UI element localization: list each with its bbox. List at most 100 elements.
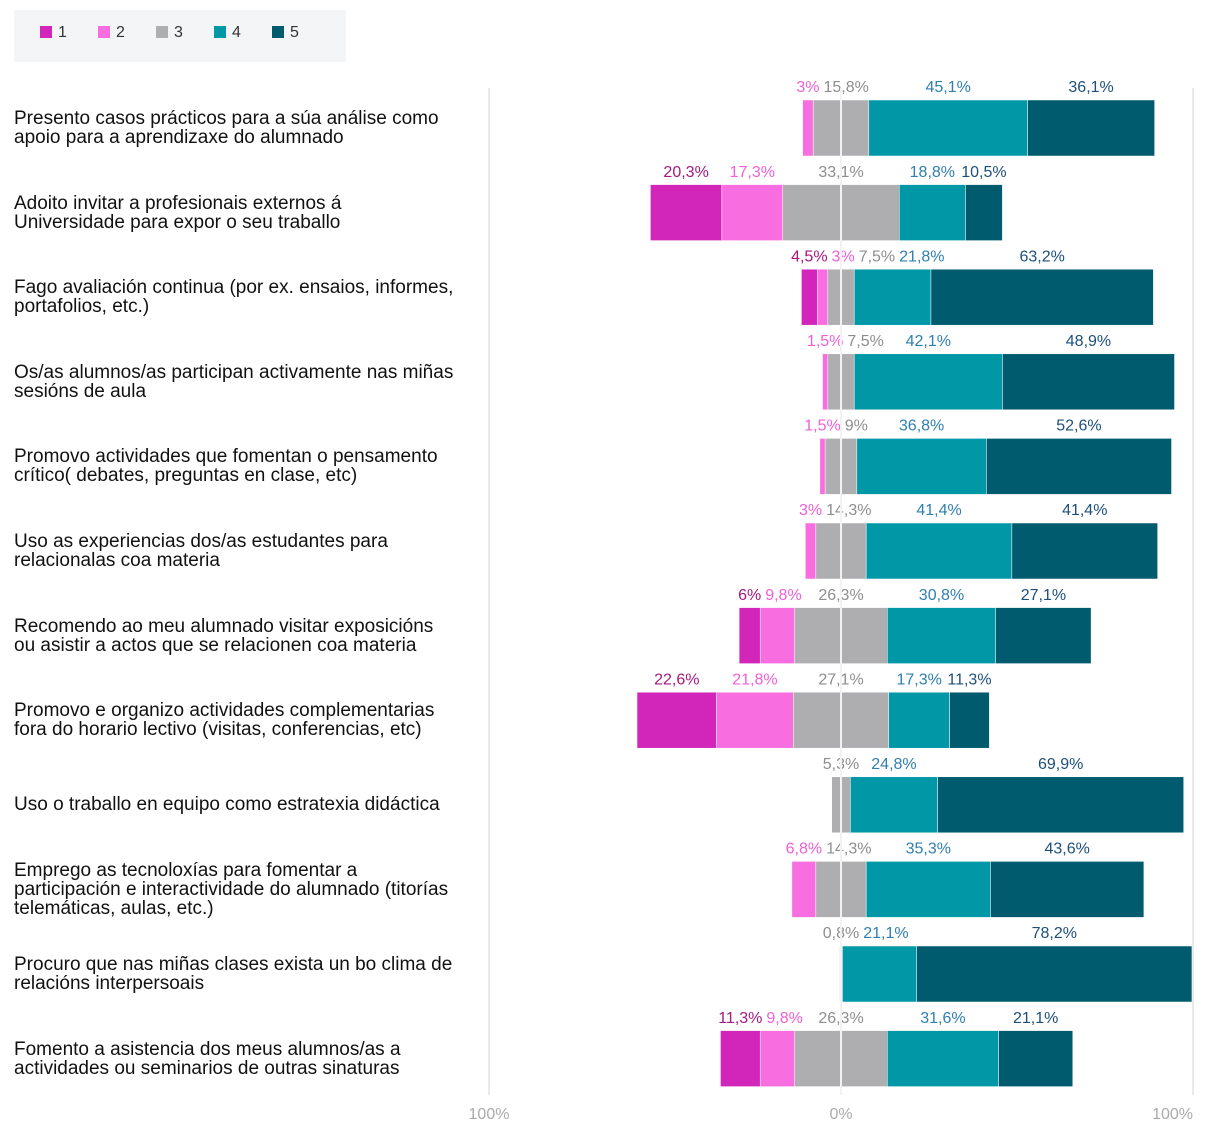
value-label: 17,3% [730, 164, 775, 181]
category-label: Presento casos prácticos para a súa anál… [14, 108, 439, 148]
legend-swatch [272, 26, 284, 38]
bar-segment [853, 268, 932, 326]
legend-label: 4 [232, 24, 241, 41]
bar-segment [1027, 99, 1155, 157]
value-label: 3% [832, 248, 855, 265]
category-label: Promovo e organizo actividades complemen… [14, 700, 435, 741]
legend-box [14, 10, 346, 62]
bar-segment [887, 1030, 999, 1087]
bar-segment [937, 776, 1184, 834]
bar-segment [949, 691, 990, 749]
category-label: Uso as experiencias dos/as estudantes pa… [14, 531, 388, 571]
value-label: 48,9% [1066, 333, 1111, 350]
legend-label: 5 [290, 24, 299, 41]
value-label: 18,8% [910, 164, 955, 181]
value-label: 69,9% [1038, 756, 1083, 773]
category-label: Uso o traballo en equipo como estratexia… [14, 794, 440, 816]
value-label: 31,6% [920, 1010, 965, 1027]
bar-segment [887, 607, 996, 664]
legend-swatch [156, 26, 168, 38]
bar-segment [998, 1030, 1074, 1087]
value-label: 6,8% [786, 841, 822, 858]
value-label: 1,5% [804, 418, 840, 435]
value-label: 35,3% [906, 841, 951, 858]
value-label: 14,3% [826, 502, 871, 519]
bar-segment [856, 438, 987, 495]
category-label: Adoito invitar a profesionais externos á… [14, 192, 342, 233]
bar-segment [842, 945, 917, 1003]
bar-segment [853, 353, 1003, 411]
bar-segment [822, 353, 829, 411]
value-label: 9% [845, 418, 868, 435]
value-label: 10,5% [961, 164, 1006, 181]
value-label: 20,3% [663, 164, 708, 181]
value-label: 6% [738, 587, 761, 604]
value-label: 41,4% [1062, 502, 1107, 519]
legend-label: 3 [174, 24, 183, 41]
value-label: 42,1% [906, 333, 951, 350]
value-label: 17,3% [896, 671, 941, 688]
value-label: 41,4% [916, 502, 961, 519]
category-label: Os/as alumnos/as participan activamente … [14, 361, 454, 402]
bar-segment [801, 268, 818, 326]
bar-segment [759, 1030, 795, 1087]
value-label: 9,8% [766, 1010, 802, 1027]
legend-swatch [98, 26, 110, 38]
bar-segment [720, 1030, 761, 1087]
bar-segment [636, 691, 717, 749]
bar-segment [716, 691, 794, 749]
value-label: 45,1% [925, 79, 970, 96]
value-label: 11,3% [947, 671, 991, 688]
value-label: 7,5% [859, 248, 895, 265]
category-label: Promovo actividades que fomentan o pensa… [14, 446, 438, 487]
legend-label: 1 [58, 24, 67, 41]
category-label: Recomendo ao meu alumnado visitar exposi… [14, 615, 434, 656]
value-label: 1,5% [807, 333, 843, 350]
bar-segment [650, 184, 723, 241]
bar-segment [819, 438, 826, 495]
value-label: 9,8% [765, 587, 801, 604]
bar-segment [965, 184, 1003, 241]
bar-segment [930, 268, 1154, 326]
bar-segment [1011, 522, 1158, 580]
value-label: 21,8% [732, 671, 777, 688]
bar-segment [868, 99, 1028, 157]
category-label: Procuro que nas miñas clases exista un b… [14, 954, 453, 994]
value-label: 43,6% [1044, 841, 1089, 858]
value-label: 36,1% [1068, 79, 1113, 96]
value-label: 22,6% [654, 671, 699, 688]
legend-label: 2 [116, 24, 125, 41]
value-label: 27,1% [1021, 587, 1066, 604]
value-label: 21,1% [1013, 1010, 1058, 1027]
category-label: Fago avaliación continua (por ex. ensaio… [14, 277, 454, 318]
bar-segment [986, 438, 1172, 495]
value-label: 36,8% [899, 418, 944, 435]
bar-segment [802, 99, 814, 157]
value-label: 3% [799, 502, 822, 519]
legend-swatch [214, 26, 226, 38]
value-label: 14,3% [826, 841, 871, 858]
bar-segment [850, 776, 938, 834]
bar-segment [738, 607, 761, 664]
bar-segment [816, 268, 829, 326]
x-tick-label: 100% [1152, 1106, 1193, 1123]
legend-swatch [40, 26, 52, 38]
value-label: 52,6% [1056, 418, 1101, 435]
bar-segment [865, 522, 1013, 580]
category-label: Emprego as tecnoloxías para fomentar a p… [14, 859, 449, 919]
bar-segment [995, 607, 1092, 664]
bar-segment [759, 607, 795, 664]
bar-segment [899, 184, 966, 241]
value-label: 21,1% [863, 925, 908, 942]
x-tick-label: 0% [829, 1106, 852, 1123]
bar-segment [805, 522, 817, 580]
value-label: 24,8% [871, 756, 916, 773]
bar-segment [888, 691, 950, 749]
value-label: 15,8% [823, 79, 868, 96]
category-label: Fomento a asistencia dos meus alumnos/as… [14, 1038, 401, 1079]
value-label: 63,2% [1019, 248, 1064, 265]
bar-segment [916, 945, 1193, 1003]
value-label: 30,8% [919, 587, 964, 604]
